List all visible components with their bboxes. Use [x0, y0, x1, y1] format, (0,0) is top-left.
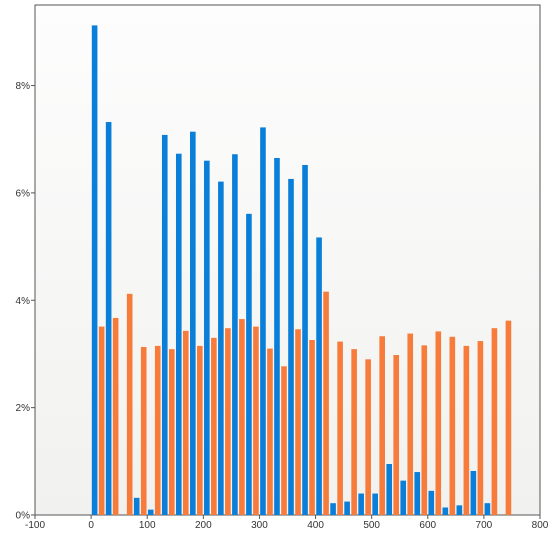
bar-series2-bin-400 [323, 291, 329, 515]
x-tick-label: 800 [532, 520, 549, 531]
plot-area [34, 4, 541, 516]
bar-series1-bin-225 [218, 181, 224, 515]
bar-series1-bin-75 [133, 497, 140, 515]
bar-series2-bin-200 [211, 337, 217, 515]
bar-series2-bin-350 [295, 329, 301, 515]
bar-series1-bin-600 [428, 490, 435, 515]
bar-series2-bin-250 [239, 319, 245, 515]
bar-series2-bin-100 [154, 345, 161, 515]
x-tick-label: 600 [419, 520, 436, 531]
bar-series1-bin-275 [246, 213, 252, 515]
bar-series1-bin-375 [302, 164, 308, 516]
bar-series2-bin-525 [393, 355, 400, 515]
x-tick-label: -100 [25, 520, 45, 531]
bar-series1-bin-400 [316, 237, 322, 515]
bar-series2-bin-300 [267, 348, 273, 515]
y-tick-label: 6% [16, 188, 31, 199]
bar-series1-bin-625 [442, 507, 449, 515]
bars-layer [91, 25, 512, 516]
bar-series2-bin-575 [421, 345, 428, 515]
y-tick-label: 0% [16, 511, 31, 522]
bar-series2-bin-550 [407, 333, 414, 515]
bar-series1-bin-150 [175, 153, 182, 515]
bar-series2-bin-700 [491, 328, 498, 515]
y-tick-label: 8% [16, 81, 31, 92]
bar-series1-bin-500 [372, 493, 378, 515]
y-axis: 0% 2% 4% 6% 8% [16, 81, 35, 522]
bar-series2-bin-425 [337, 341, 343, 515]
bar-series1-bin-575 [414, 472, 421, 515]
bar-series2-bin-175 [197, 345, 203, 515]
bar-series2-bin-125 [168, 349, 175, 515]
bar-series2-bin-475 [365, 359, 371, 515]
x-axis: -100 0 100 200 300 400 500 600 700 800 [25, 515, 549, 531]
bar-series2-bin-275 [253, 326, 259, 515]
x-tick-label: 200 [195, 520, 212, 531]
x-tick-label: 0 [88, 520, 94, 531]
bar-series2-bin-500 [379, 336, 385, 515]
bar-series1-bin-350 [288, 178, 294, 515]
x-tick-label: 700 [476, 520, 493, 531]
bar-series1-bin-0 [91, 25, 98, 516]
bar-series2-bin-0 [98, 326, 105, 515]
bar-series2-bin-150 [182, 330, 189, 515]
bar-series2-bin-225 [225, 328, 231, 515]
bar-series2-bin-650 [463, 345, 470, 515]
bar-series1-bin-650 [456, 505, 463, 515]
bar-series1-bin-100 [147, 509, 154, 515]
bar-series1-bin-525 [386, 464, 393, 515]
bar-series2-bin-50 [126, 293, 133, 515]
bar-series2-bin-450 [351, 349, 357, 515]
bar-series1-bin-250 [232, 154, 238, 516]
bar-series1-bin-475 [358, 493, 364, 515]
bar-series2-bin-600 [435, 331, 442, 515]
bar-series1-bin-300 [260, 127, 266, 516]
bar-series2-bin-375 [309, 339, 315, 515]
bar-series1-bin-325 [274, 158, 280, 515]
bar-series1-bin-700 [484, 503, 491, 515]
y-tick-label: 2% [16, 403, 31, 414]
y-tick-label: 4% [16, 296, 31, 307]
x-tick-label: 100 [139, 520, 156, 531]
bar-series1-bin-425 [330, 503, 336, 515]
bar-series1-bin-175 [190, 131, 196, 515]
bar-series2-bin-25 [112, 317, 119, 515]
bar-series1-bin-125 [161, 134, 168, 516]
x-tick-label: 300 [251, 520, 268, 531]
bar-series1-bin-550 [400, 480, 407, 515]
bar-series2-bin-675 [477, 341, 484, 515]
bar-series2-bin-325 [281, 366, 287, 515]
x-tick-label: 400 [307, 520, 324, 531]
x-tick-label: 500 [363, 520, 380, 531]
bar-series2-bin-625 [449, 336, 456, 515]
bar-series2-bin-725 [505, 320, 512, 515]
bar-series1-bin-25 [105, 122, 112, 515]
bar-series1-bin-450 [344, 501, 350, 515]
bar-series1-bin-675 [470, 470, 477, 515]
bar-series2-bin-75 [140, 346, 147, 515]
bar-series1-bin-200 [204, 160, 210, 515]
